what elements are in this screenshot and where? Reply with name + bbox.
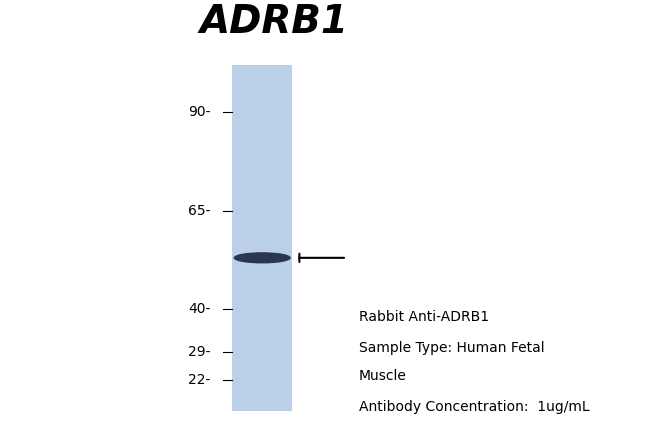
Text: 90-: 90- <box>188 105 211 119</box>
Text: Sample Type: Human Fetal: Sample Type: Human Fetal <box>359 341 545 355</box>
Text: Rabbit Anti-ADRB1: Rabbit Anti-ADRB1 <box>359 310 489 324</box>
Text: Antibody Concentration:  1ug/mL: Antibody Concentration: 1ug/mL <box>359 401 590 414</box>
Bar <box>232 65 292 411</box>
Ellipse shape <box>235 253 290 263</box>
Text: Muscle: Muscle <box>359 369 407 383</box>
Text: 40-: 40- <box>188 302 211 316</box>
Text: 22-: 22- <box>188 373 211 387</box>
Text: 65-: 65- <box>188 204 211 218</box>
Text: 29-: 29- <box>188 345 211 359</box>
Text: ADRB1: ADRB1 <box>200 3 349 41</box>
